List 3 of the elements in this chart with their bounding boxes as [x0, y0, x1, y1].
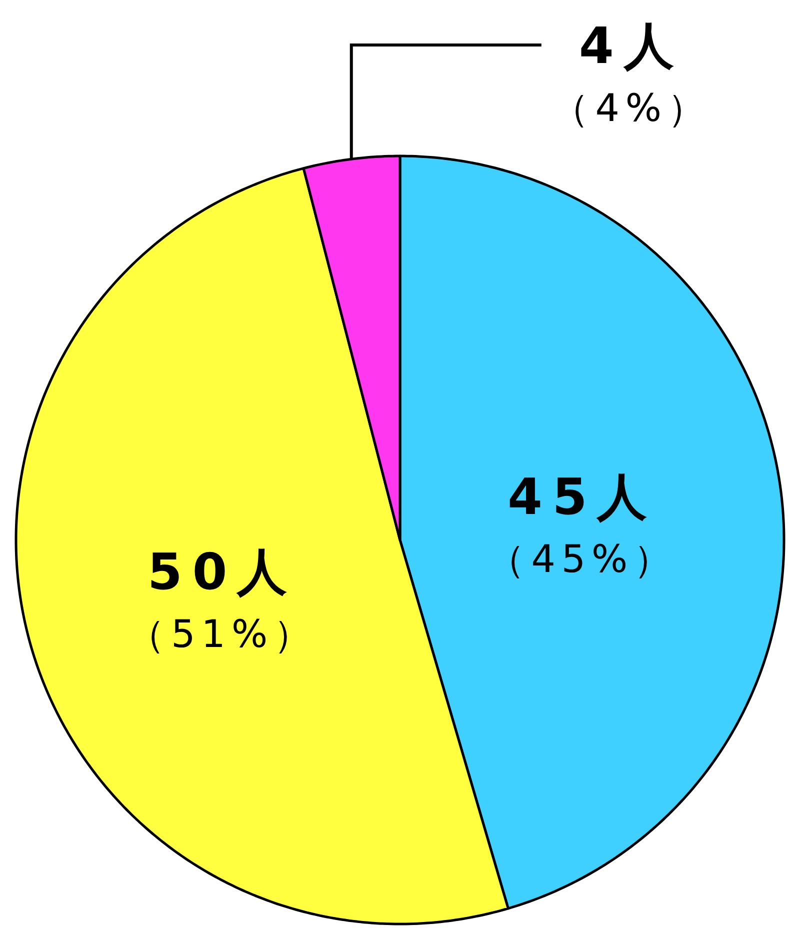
data-label: 4人（4%） [551, 17, 712, 130]
data-label: 45人（45%） [487, 468, 678, 581]
data-label: 50人（51%） [127, 543, 318, 656]
